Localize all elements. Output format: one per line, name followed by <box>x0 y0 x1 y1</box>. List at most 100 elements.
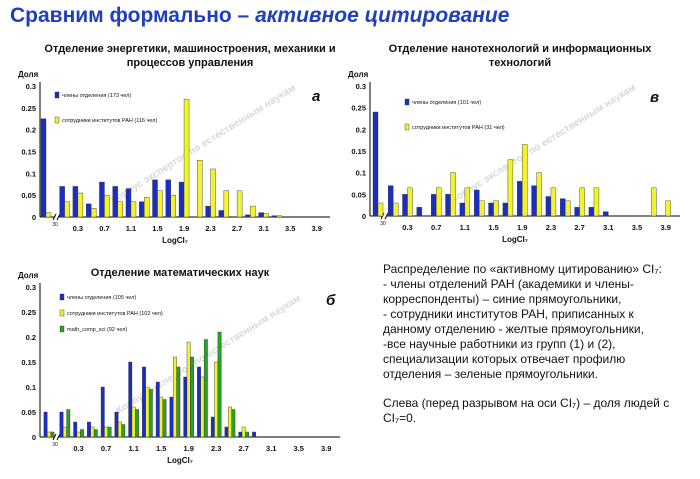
bar <box>392 202 399 217</box>
bar <box>121 424 126 438</box>
x-tick-label: 1.1 <box>128 444 138 453</box>
bar <box>131 406 136 438</box>
bar <box>159 396 164 438</box>
y-tick-label: 0.2 <box>26 333 36 342</box>
zero-bar <box>43 411 48 438</box>
zero-bar <box>40 118 47 218</box>
bar <box>197 160 203 218</box>
y-tick-label: 0.1 <box>26 383 36 392</box>
y-tick-label: 0.1 <box>26 169 36 178</box>
bar <box>73 421 78 438</box>
x-tick-label: 3.9 <box>321 444 331 453</box>
y-tick-label: 0.2 <box>356 125 366 134</box>
bar <box>387 185 394 217</box>
bar <box>263 213 269 218</box>
zero-tick-label: 30 <box>380 221 386 227</box>
bar <box>479 200 485 217</box>
bar <box>536 172 542 217</box>
x-tick-label: 3.1 <box>258 224 268 233</box>
bar <box>135 409 139 438</box>
x-tick-label: 2.7 <box>574 223 584 232</box>
bar <box>214 361 219 438</box>
bar <box>565 200 571 217</box>
bar <box>157 190 163 218</box>
y-tick-label: 0.15 <box>351 147 366 156</box>
bar <box>238 431 243 438</box>
x-tick-label: 3.5 <box>294 444 304 453</box>
bar <box>228 406 232 438</box>
y-tick-label: 0.15 <box>21 148 36 157</box>
zero-tick-label: 30 <box>52 442 58 448</box>
y-tick-label: 0.05 <box>21 191 36 200</box>
description-note: Слева (перед разрывом на оси CI₇) – доля… <box>383 396 670 425</box>
bar <box>493 200 499 217</box>
chart-v-title: Отделение нанотехнологий и информационны… <box>388 43 652 69</box>
x-tick-label: 1.9 <box>517 223 527 232</box>
legend-swatch <box>404 98 410 106</box>
bar <box>117 201 123 218</box>
y-axis-label: Доля <box>18 271 39 280</box>
x-tick-label: 3.5 <box>285 224 295 233</box>
x-axis-label: LogCI₇ <box>502 235 528 244</box>
x-tick-label: 1.1 <box>460 223 470 232</box>
bar <box>665 200 671 217</box>
bar <box>210 168 216 218</box>
zero-bar <box>47 431 51 438</box>
chart-b-title: Отделение математических наук <box>90 267 270 279</box>
bar <box>64 201 70 218</box>
bar <box>407 187 413 217</box>
bar <box>252 431 256 438</box>
bar <box>77 192 84 218</box>
bar <box>144 197 150 218</box>
panel-letter: в <box>650 89 659 106</box>
zero-tick-label: 30 <box>52 222 58 228</box>
bar <box>173 356 177 438</box>
x-axis-label: LogCI₇ <box>167 456 193 465</box>
bar <box>507 159 514 217</box>
x-tick-label: 1.5 <box>156 444 166 453</box>
x-tick-label: 3.5 <box>632 223 642 232</box>
bar <box>200 376 205 438</box>
y-tick-label: 0.05 <box>21 408 36 417</box>
bar <box>651 187 657 217</box>
bar <box>231 409 236 438</box>
bar <box>190 356 194 438</box>
bar <box>250 205 256 218</box>
bar <box>416 207 423 217</box>
slide-title: Сравним формально – активное цитирование <box>10 4 509 28</box>
bar <box>550 187 557 217</box>
y-tick-label: 0 <box>32 213 36 222</box>
bar <box>464 187 471 217</box>
bar <box>87 421 91 438</box>
legend-label: члены отделения (173 чел) <box>62 93 131 99</box>
legend-label: сотрудники институтов РАН (116 чел) <box>62 118 157 124</box>
bar <box>603 211 609 217</box>
bar <box>80 429 84 438</box>
bar <box>593 187 600 217</box>
x-tick-label: 1.9 <box>183 444 193 453</box>
description: Распределение по «активному цитированию»… <box>383 262 683 426</box>
bar <box>224 426 229 438</box>
x-tick-label: 0.3 <box>73 444 83 453</box>
bar <box>128 361 133 438</box>
y-tick-label: 0.2 <box>26 126 36 135</box>
zero-bar <box>50 431 55 438</box>
bar <box>579 187 585 217</box>
y-tick-label: 0.25 <box>351 104 366 113</box>
legend-label: math_comp_sci (92 чел) <box>67 327 127 333</box>
y-tick-label: 0.1 <box>356 169 366 178</box>
x-axis-label: LogCI₇ <box>162 236 188 245</box>
bar <box>236 190 243 218</box>
y-tick-label: 0.3 <box>26 283 36 292</box>
bar <box>148 389 153 438</box>
x-tick-label: 1.5 <box>488 223 498 232</box>
x-tick-label: 2.7 <box>232 224 242 233</box>
bar <box>210 416 215 438</box>
bar <box>90 208 97 218</box>
bar <box>203 339 208 438</box>
x-tick-label: 0.3 <box>402 223 412 232</box>
bar <box>169 396 174 438</box>
bar <box>142 366 146 438</box>
